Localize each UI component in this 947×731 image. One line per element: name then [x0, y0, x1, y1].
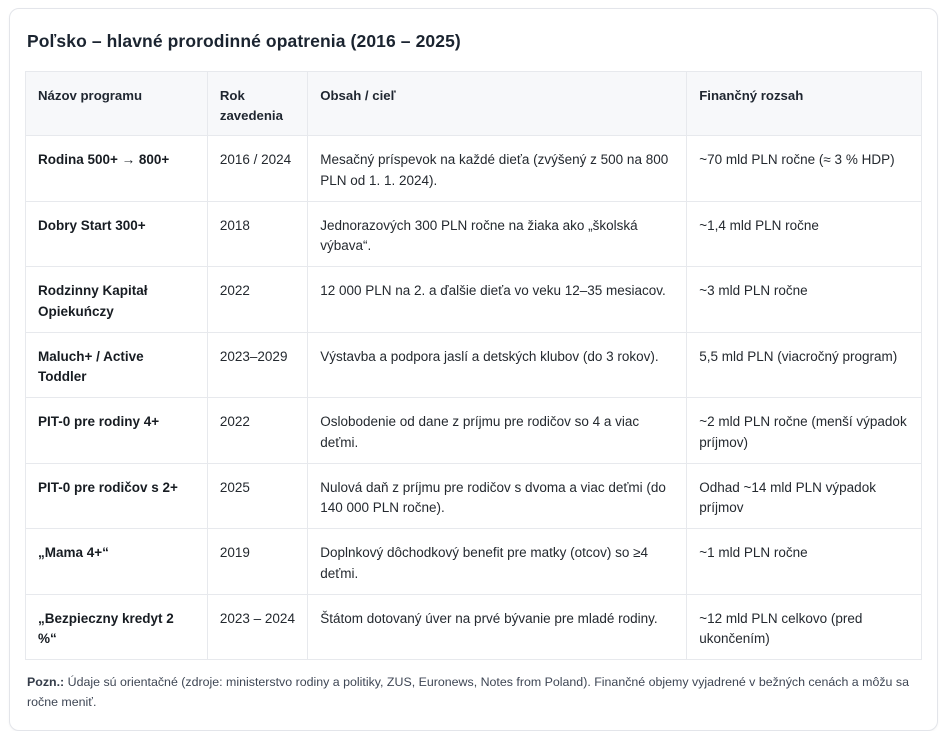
cell-program-name: PIT-0 pre rodiny 4+ — [25, 397, 208, 464]
footnote-text: Údaje sú orientačné (zdroje: ministerstv… — [27, 675, 909, 709]
cell-year: 2019 — [206, 528, 309, 595]
cell-year: 2023–2029 — [206, 331, 309, 399]
footnote: Pozn.: Údaje sú orientačné (zdroje: mini… — [27, 673, 920, 711]
cell-year: 2023 – 2024 — [206, 593, 309, 661]
cell-program-name: „Bezpieczny kredyt 2 %“ — [25, 593, 208, 661]
column-header-program-name: Názov programu — [25, 70, 208, 137]
cell-content: Výstavba a podpora jaslí a detských klub… — [307, 331, 688, 399]
column-header-year: Rok zavedenia — [206, 70, 309, 137]
cell-finance: ~70 mld PLN ročne (≈ 3 % HDP) — [686, 135, 922, 202]
cell-year: 2018 — [206, 200, 309, 268]
cell-content: 12 000 PLN na 2. a ďalšie dieťa vo veku … — [307, 266, 688, 333]
cell-finance: ~2 mld PLN ročne (menší výpadok príjmov) — [686, 397, 922, 464]
table-row: Dobry Start 300+ 2018 Jednorazových 300 … — [25, 200, 922, 268]
page: Poľsko – hlavné prorodinné opatrenia (20… — [0, 8, 947, 731]
cell-year: 2025 — [206, 462, 309, 530]
page-title: Poľsko – hlavné prorodinné opatrenia (20… — [27, 31, 461, 51]
cell-content: Doplnkový dôchodkový benefit pre matky (… — [307, 528, 688, 595]
programs-table: Názov programu Rok zavedenia Obsah / cie… — [25, 70, 922, 661]
table-header: Názov programu Rok zavedenia Obsah / cie… — [25, 70, 922, 137]
cell-program-name: „Mama 4+“ — [25, 528, 208, 595]
table-body: Rodina 500+ → 800+ 2016 / 2024 Mesačný p… — [25, 135, 922, 661]
cell-finance: 5,5 mld PLN (viacročný program) — [686, 331, 922, 399]
cell-program-name: Rodzinny Kapitał Opiekuńczy — [25, 266, 208, 333]
table-row: PIT-0 pre rodičov s 2+ 2025 Nulová daň z… — [25, 462, 922, 530]
cell-content: Mesačný príspevok na každé dieťa (zvýšen… — [307, 135, 688, 202]
cell-year: 2016 / 2024 — [206, 135, 309, 202]
footnote-label: Pozn.: — [27, 675, 65, 690]
cell-year: 2022 — [206, 397, 309, 464]
cell-content: Nulová daň z príjmu pre rodičov s dvoma … — [307, 462, 688, 530]
table-row: Rodzinny Kapitał Opiekuńczy 2022 12 000 … — [25, 266, 922, 333]
cell-program-name: Rodina 500+ → 800+ — [25, 135, 208, 202]
table-row: „Mama 4+“ 2019 Doplnkový dôchodkový bene… — [25, 528, 922, 595]
table-row: „Bezpieczny kredyt 2 %“ 2023 – 2024 Štát… — [25, 593, 922, 661]
cell-program-name: Dobry Start 300+ — [25, 200, 208, 268]
cell-content: Štátom dotovaný úver na prvé bývanie pre… — [307, 593, 688, 661]
cell-finance: ~12 mld PLN celkovo (pred ukončením) — [686, 593, 922, 661]
cell-finance: Odhad ~14 mld PLN výpadok príjmov — [686, 462, 922, 530]
column-header-content-goal: Obsah / cieľ — [307, 70, 688, 137]
cell-content: Oslobodenie od dane z príjmu pre rodičov… — [307, 397, 688, 464]
cell-program-name: Maluch+ / Active Toddler — [25, 331, 208, 399]
table-row: Rodina 500+ → 800+ 2016 / 2024 Mesačný p… — [25, 135, 922, 202]
cell-finance: ~3 mld PLN ročne — [686, 266, 922, 333]
column-header-financial-scope: Finančný rozsah — [686, 70, 922, 137]
content-card: Poľsko – hlavné prorodinné opatrenia (20… — [9, 8, 938, 731]
cell-program-name: PIT-0 pre rodičov s 2+ — [25, 462, 208, 530]
table-row: Maluch+ / Active Toddler 2023–2029 Výsta… — [25, 331, 922, 399]
table-row: PIT-0 pre rodiny 4+ 2022 Oslobodenie od … — [25, 397, 922, 464]
cell-year: 2022 — [206, 266, 309, 333]
cell-finance: ~1 mld PLN ročne — [686, 528, 922, 595]
cell-content: Jednorazových 300 PLN ročne na žiaka ako… — [307, 200, 688, 268]
cell-finance: ~1,4 mld PLN ročne — [686, 200, 922, 268]
